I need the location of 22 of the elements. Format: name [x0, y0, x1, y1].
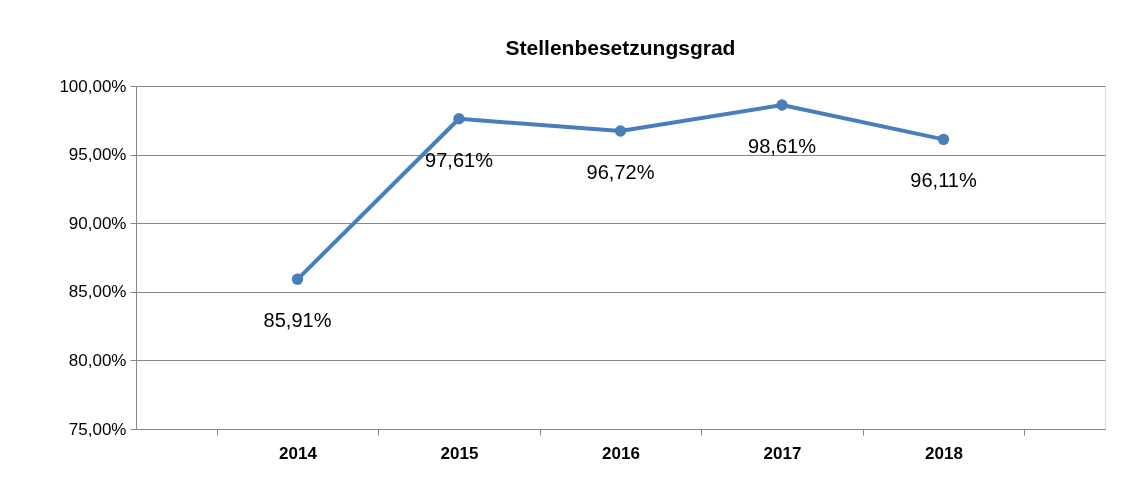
point [614, 125, 627, 137]
point [937, 133, 950, 146]
point [453, 113, 465, 125]
y-tick-label: 100,00% [59, 76, 127, 96]
point [776, 99, 788, 111]
x-tick-label: 2017 [763, 443, 802, 463]
y-tick-label: 85,00% [68, 282, 127, 302]
x-tick-label: 2015 [440, 443, 479, 463]
y-tick-label: 95,00% [68, 145, 127, 165]
x-tick-label: 2016 [602, 443, 640, 463]
y-tick-label: 90,00% [68, 213, 127, 233]
point [291, 273, 304, 285]
chart-title: Stellenbesetzungsgrad [505, 36, 736, 59]
data-label: 96,11% [910, 169, 977, 192]
y-tick-label: 75,00% [68, 419, 127, 439]
data-label: 96,72% [586, 161, 655, 183]
data-label: 98,61% [748, 135, 817, 158]
data-label: 97,61% [425, 148, 494, 171]
x-tick-label: 2014 [279, 443, 318, 463]
y-tick-label: 80,00% [68, 350, 127, 370]
x-tick-label: 2018 [925, 443, 963, 463]
data-label: 85,91% [263, 309, 332, 332]
